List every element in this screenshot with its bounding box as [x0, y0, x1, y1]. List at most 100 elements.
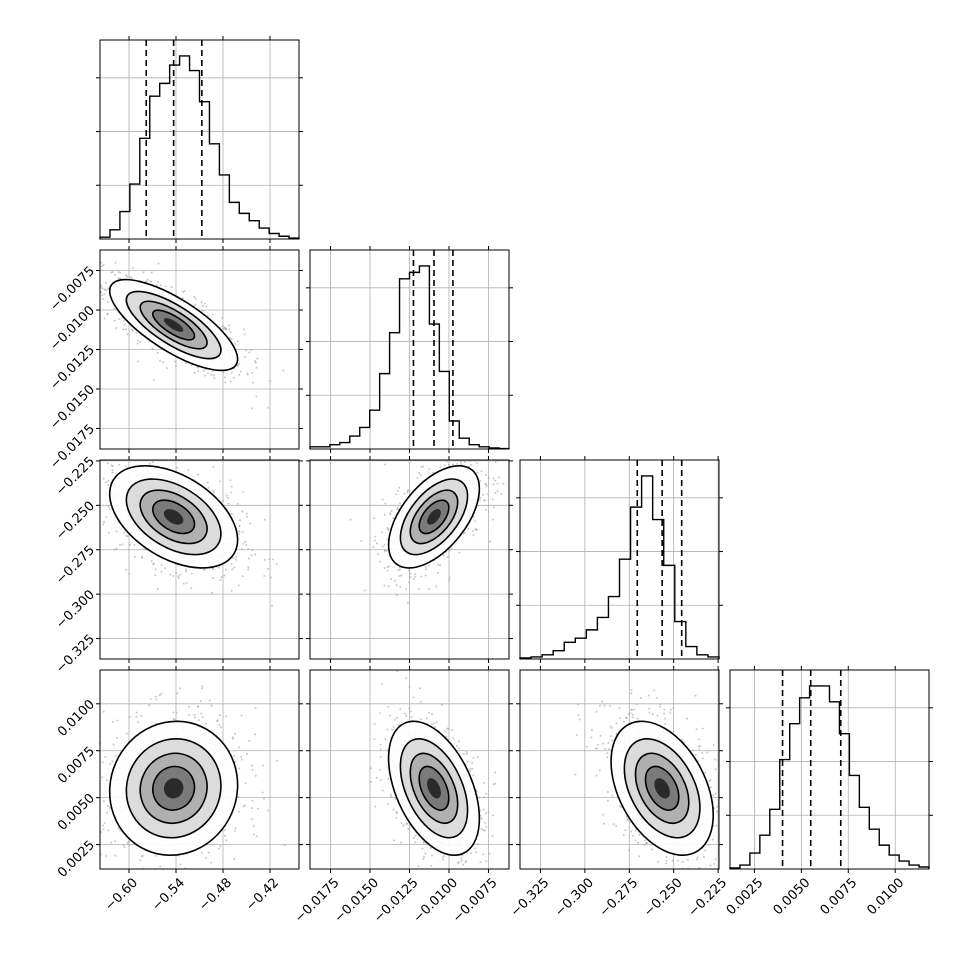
sample-point	[420, 466, 423, 469]
density-fill	[163, 318, 184, 332]
sample-point	[170, 286, 173, 289]
sample-point	[179, 573, 182, 576]
sample-point	[171, 872, 173, 874]
sample-point	[457, 874, 459, 876]
histogram-step	[729, 685, 930, 869]
sample-point	[97, 298, 99, 300]
sample-point	[94, 787, 96, 789]
sample-point	[212, 567, 215, 570]
sample-point	[185, 362, 188, 365]
sample-point	[203, 454, 205, 456]
sample-point	[126, 841, 129, 844]
sample-point	[182, 582, 185, 585]
density-layer	[349, 460, 505, 604]
sample-point	[221, 324, 224, 327]
sample-point	[485, 484, 488, 487]
sample-point	[386, 566, 389, 569]
sample-point	[172, 711, 175, 714]
sample-point	[443, 854, 446, 857]
sample-point	[386, 802, 389, 805]
sample-point	[269, 576, 272, 579]
sample-point	[434, 725, 437, 728]
sample-point	[230, 491, 233, 494]
sample-point	[459, 460, 462, 463]
sample-point	[116, 736, 119, 739]
sample-point	[435, 585, 438, 588]
sample-point	[203, 302, 206, 305]
sample-point	[108, 508, 111, 511]
sample-point	[496, 482, 499, 485]
sample-point	[456, 462, 459, 465]
sample-point	[378, 712, 381, 715]
sample-point	[276, 759, 279, 762]
sample-point	[118, 317, 121, 320]
sample-point	[250, 407, 253, 410]
sample-point	[435, 721, 438, 724]
sample-point	[474, 460, 477, 463]
sample-point	[452, 737, 455, 740]
sample-point	[94, 324, 96, 326]
sample-point	[485, 474, 488, 477]
sample-point	[232, 376, 235, 379]
histogram-step	[519, 475, 720, 659]
sample-point	[238, 810, 241, 813]
sample-point	[106, 811, 109, 814]
sample-point	[101, 294, 104, 297]
sample-point	[133, 543, 136, 546]
sample-point	[224, 568, 227, 571]
sample-point	[387, 777, 390, 780]
sample-point	[119, 271, 122, 274]
sample-point	[224, 328, 227, 331]
density-layer	[369, 670, 497, 885]
sample-point	[405, 822, 408, 825]
sample-point	[441, 703, 444, 706]
sample-point	[107, 829, 110, 832]
sample-point	[250, 372, 253, 375]
sample-point	[448, 549, 451, 552]
sample-point	[448, 576, 451, 579]
sample-point	[393, 579, 396, 582]
sample-point	[149, 698, 152, 701]
x-tick-label: −0.42	[243, 875, 282, 914]
sample-point	[381, 498, 384, 501]
sample-point	[254, 553, 257, 556]
sample-point	[502, 482, 505, 485]
sample-point	[496, 490, 499, 493]
sample-point	[429, 864, 432, 867]
sample-point	[159, 456, 161, 458]
contour-line	[418, 765, 450, 811]
sample-point	[197, 366, 200, 369]
sample-point	[185, 581, 188, 584]
sample-point	[100, 291, 103, 294]
sample-point	[451, 463, 454, 466]
sample-point	[155, 698, 158, 701]
sample-point	[472, 883, 474, 885]
sample-point	[241, 531, 244, 534]
sample-point	[416, 477, 419, 480]
sample-point	[263, 558, 266, 561]
sample-point	[484, 483, 487, 486]
sample-point	[101, 824, 104, 827]
sample-point	[100, 284, 103, 287]
sample-point	[157, 281, 160, 284]
sample-point	[121, 876, 123, 878]
density-layer	[100, 454, 278, 607]
sample-point	[211, 313, 214, 316]
sample-point	[478, 498, 481, 501]
sample-point	[380, 683, 383, 686]
sample-point	[379, 778, 382, 781]
sample-point	[122, 328, 125, 331]
sample-point	[110, 841, 113, 844]
sample-point	[392, 808, 395, 811]
sample-point	[400, 822, 403, 825]
sample-point	[494, 782, 497, 785]
sample-point	[177, 576, 180, 579]
sample-point	[92, 775, 94, 777]
sample-point	[94, 733, 96, 735]
sample-point	[427, 471, 430, 474]
sample-point	[113, 307, 116, 310]
sample-point	[484, 821, 487, 824]
sample-point	[137, 339, 140, 342]
sample-point	[457, 861, 460, 864]
sample-point	[114, 274, 117, 277]
